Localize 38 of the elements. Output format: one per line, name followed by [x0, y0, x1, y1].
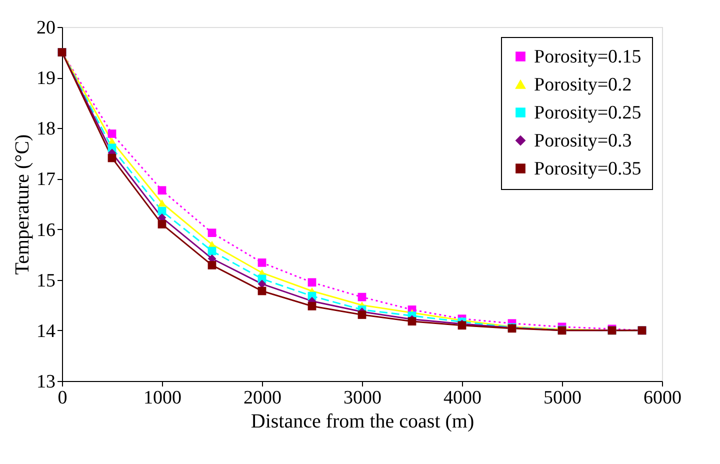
y-tick-label: 18: [36, 118, 56, 140]
point: [308, 302, 316, 310]
x-tick-label: 4000: [444, 388, 482, 408]
point: [158, 220, 166, 228]
x-tick-label: 0: [58, 388, 68, 408]
point: [208, 228, 216, 238]
point: [358, 310, 366, 319]
x-tick-label: 2000: [244, 388, 282, 408]
y-tick-label: 20: [36, 18, 56, 38]
y-tick-label: 14: [36, 320, 56, 342]
point: [108, 154, 116, 162]
y-tick-label: 17: [36, 169, 56, 190]
legend-label: Porosity=0.3: [534, 130, 632, 152]
y-tick-label: 15: [36, 270, 56, 292]
y-tick-label: 13: [36, 372, 56, 392]
point: [108, 130, 116, 138]
legend-label: Porosity=0.35: [534, 158, 642, 180]
legend-label: Porosity=0.15: [534, 46, 642, 68]
point: [158, 206, 166, 216]
legend-label: Porosity=0.2: [534, 74, 632, 96]
x-tick-label: 6000: [644, 388, 682, 408]
y-tick-label: 16: [36, 220, 56, 241]
y-tick-label: 19: [36, 68, 56, 90]
y-axis-title: Temperature (°C): [12, 134, 34, 275]
point: [308, 278, 316, 287]
x-tick-label: 1000: [144, 388, 182, 408]
legend-label: Porosity=0.25: [534, 102, 642, 124]
point: [208, 261, 216, 270]
point: [208, 246, 216, 256]
point: [408, 317, 416, 326]
point: [258, 258, 266, 267]
x-tick-label: 3000: [344, 388, 382, 408]
x-tick-label: 5000: [544, 388, 582, 408]
x-axis-title: Distance from the coast (m): [250, 410, 474, 432]
point: [358, 292, 366, 302]
point: [158, 199, 166, 207]
point: [158, 186, 166, 195]
point: [258, 286, 266, 296]
